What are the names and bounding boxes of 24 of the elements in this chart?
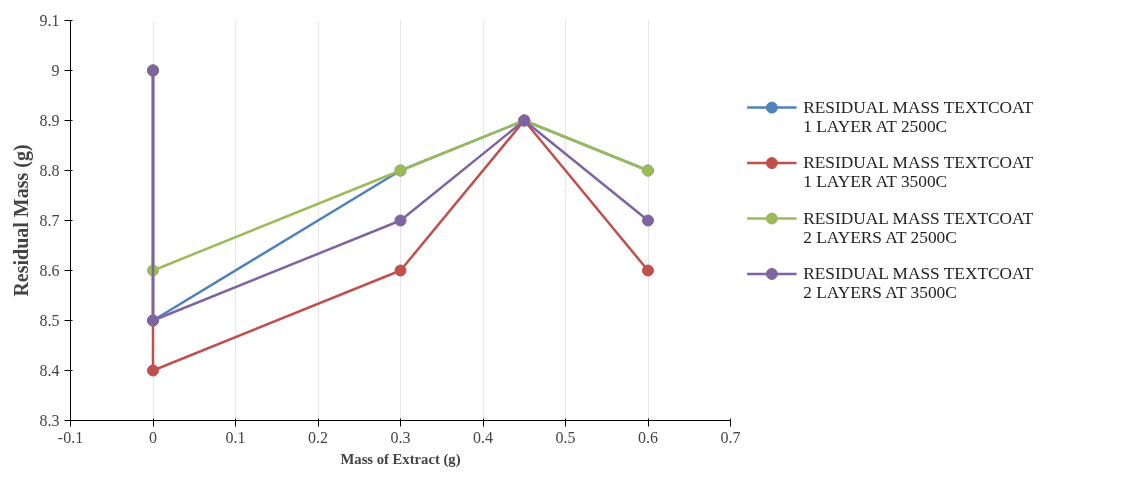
legend-label: RESIDUAL MASS TEXTCOAT 1 LAYER AT 3500C: [803, 153, 1034, 192]
x-tick-label: 0.7: [720, 428, 741, 446]
y-tick-label: 8.7: [39, 212, 60, 229]
x-tick-label: 0.5: [555, 428, 576, 446]
x-tick-label: 0.4: [473, 428, 493, 446]
y-tick-label: 8.4: [39, 362, 60, 379]
x-axis-title: Mass of Extract (g): [340, 450, 461, 468]
y-axis-title: Residual Mass (g): [9, 144, 33, 297]
legend-label: RESIDUAL MASS TEXTCOAT 2 LAYERS AT 2500C: [803, 208, 1034, 247]
y-tick-label: 9: [51, 62, 60, 79]
x-tick-label: 0.3: [390, 428, 411, 446]
y-tick-label: 8.3: [39, 412, 60, 429]
x-tick-label: 0.2: [308, 428, 328, 446]
y-tick-label: 8.5: [39, 312, 60, 329]
x-tick-label: 0: [149, 428, 157, 446]
y-tick-label: 9.1: [39, 12, 60, 29]
x-tick-label: -0.1: [57, 428, 84, 446]
legend-label: RESIDUAL MASS TEXTCOAT 1 LAYER AT 2500C: [803, 97, 1034, 136]
y-tick-label: 8.9: [39, 112, 60, 129]
y-tick-label: 8.8: [39, 162, 60, 179]
legend-label: RESIDUAL MASS TEXTCOAT 2 LAYERS AT 3500C: [803, 264, 1034, 303]
x-tick-label: 0.6: [638, 428, 658, 446]
x-tick-label: 0.1: [225, 428, 246, 446]
y-tick-label: 8.6: [39, 262, 60, 279]
